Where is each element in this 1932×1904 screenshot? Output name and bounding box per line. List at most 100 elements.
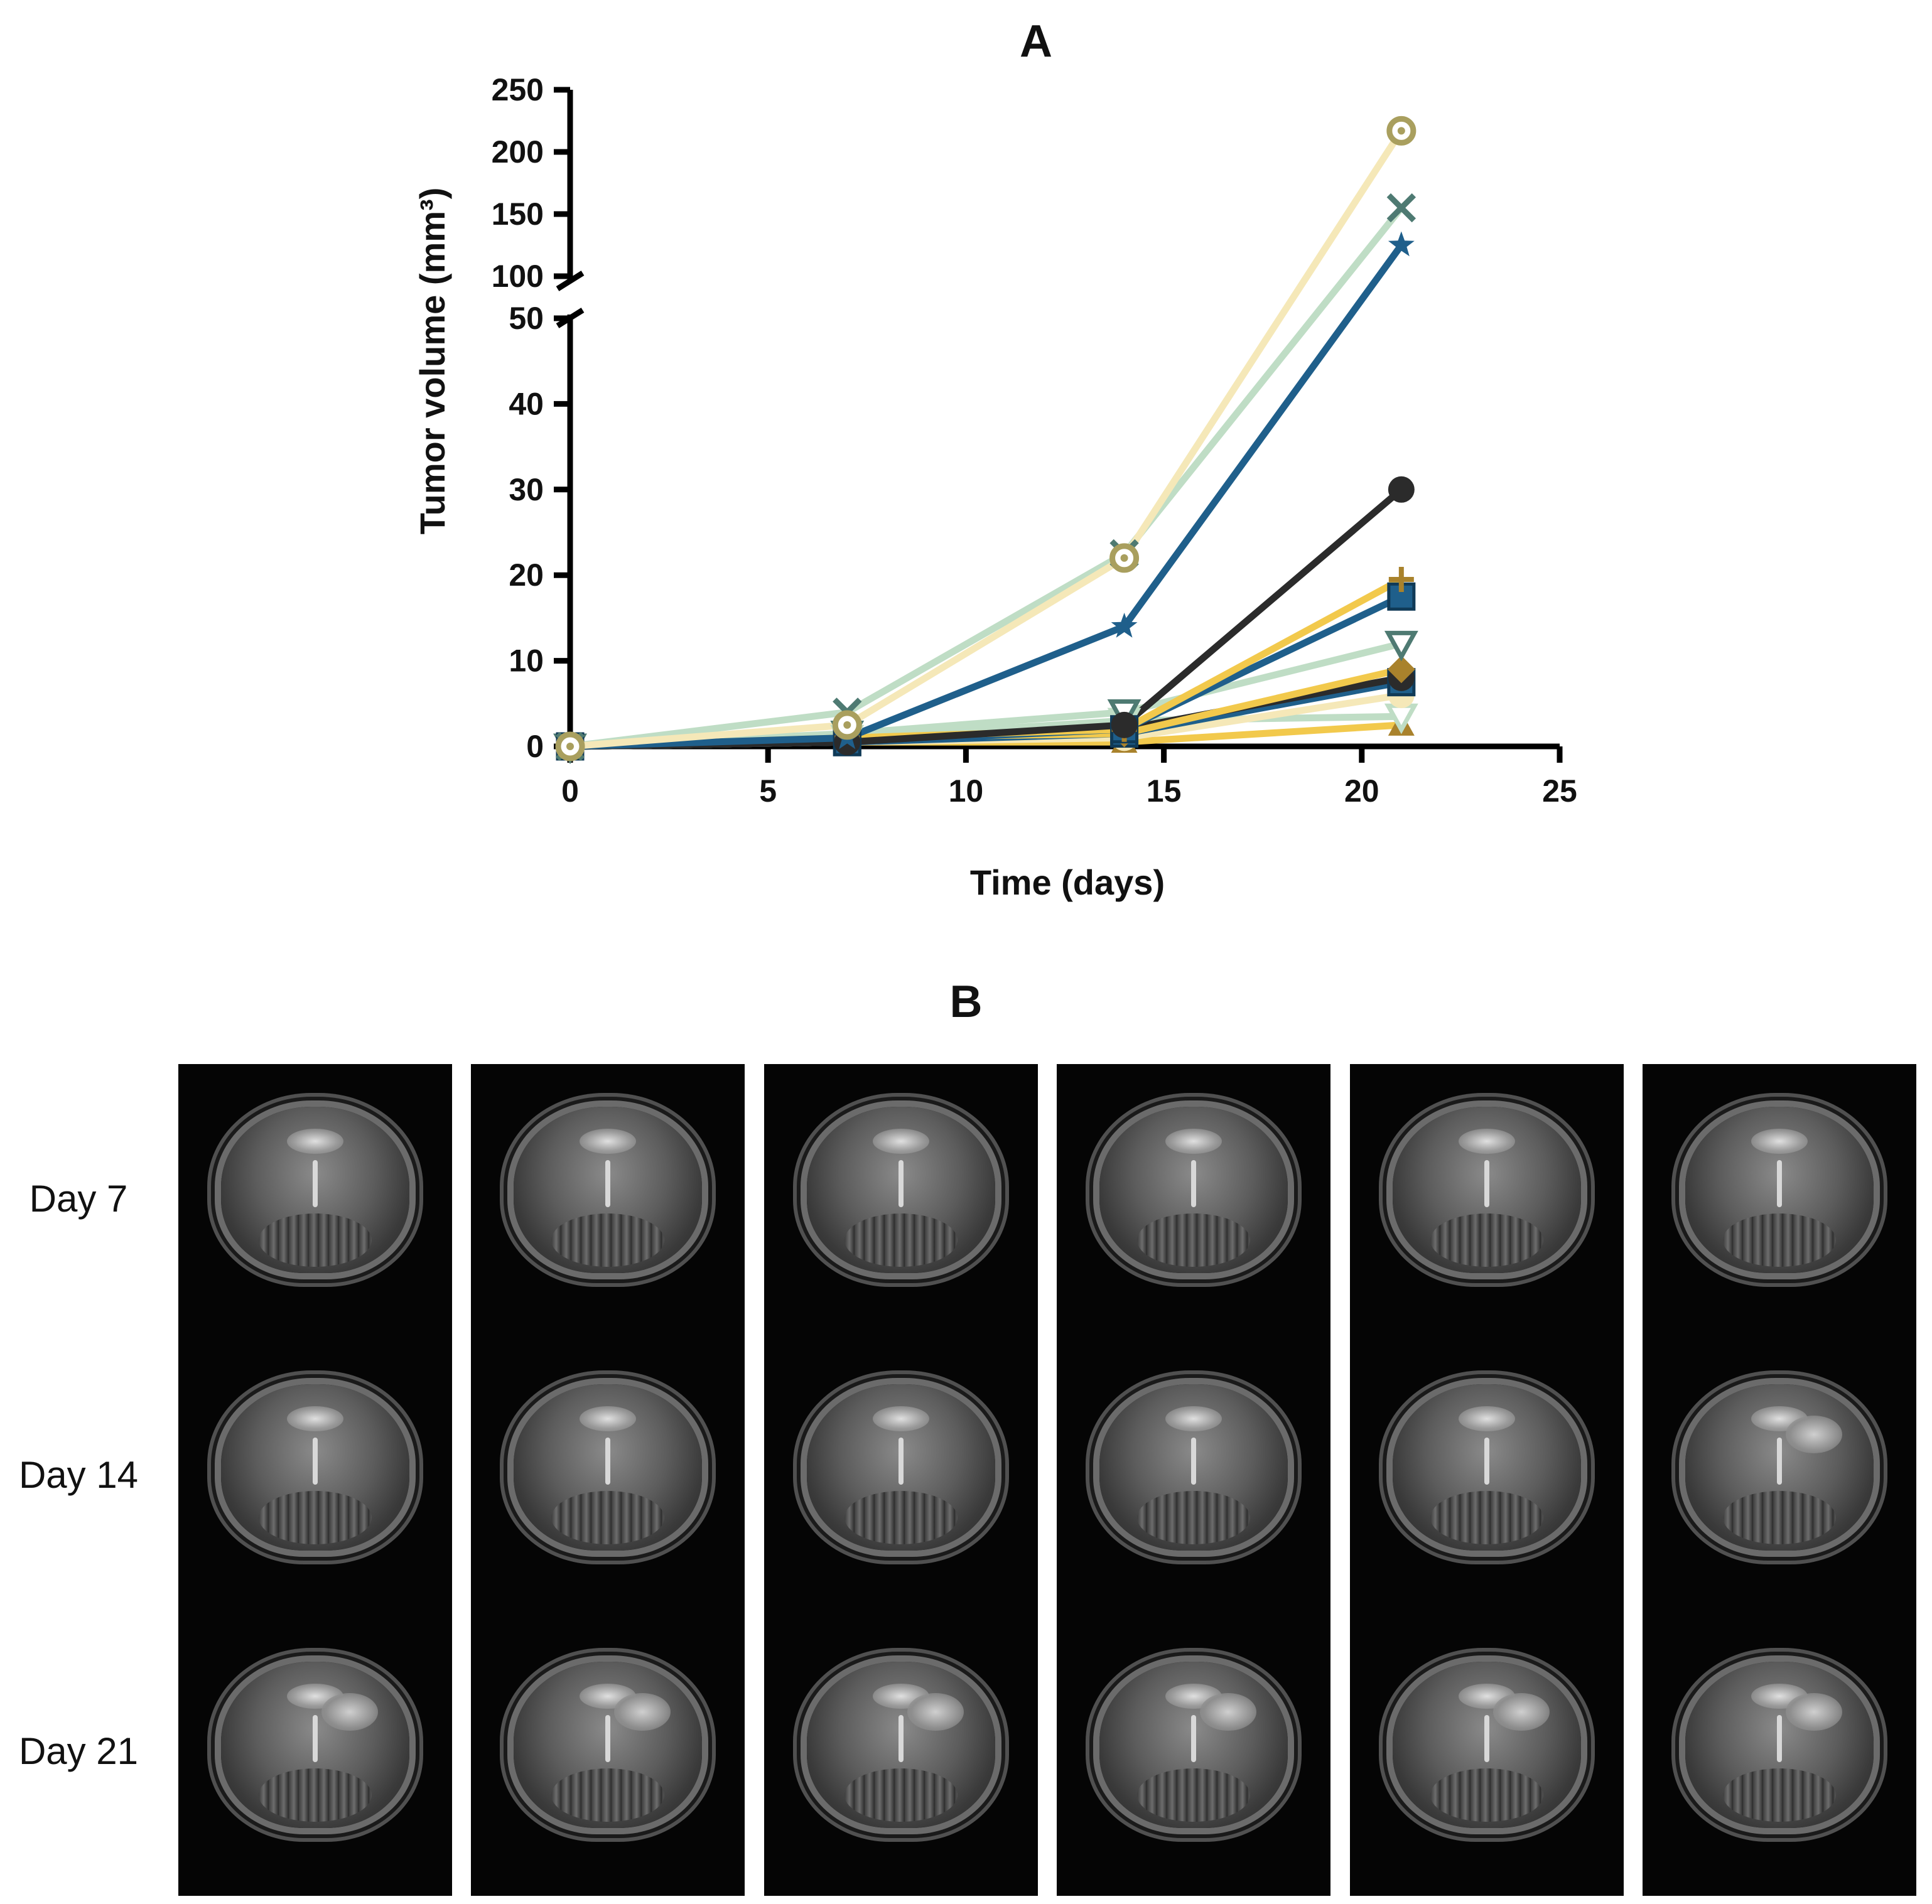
brain-lower-structures: [1723, 1768, 1836, 1822]
mri-scan-image: [471, 1064, 745, 1341]
brain-scan-section: [1685, 1662, 1874, 1828]
mri-scan-image: [1643, 1342, 1916, 1618]
marker-mouse-5-day-21: [1388, 567, 1414, 593]
y-tick-label-10: 10: [509, 643, 544, 679]
x-tick-label-20: 20: [1344, 773, 1379, 809]
marker-mouse-1-day-21: [1386, 116, 1417, 146]
mri-scan-image: [178, 1619, 452, 1896]
brain-scan-section: [1099, 1384, 1288, 1551]
x-tick-label-5: 5: [759, 773, 777, 809]
brain-scan-section: [221, 1662, 409, 1828]
mri-scan-image: [1643, 1064, 1916, 1341]
brain-scan-section: [1393, 1384, 1581, 1551]
mri-column-5: [1350, 1064, 1624, 1896]
brain-scan-section: [807, 1107, 995, 1273]
y-tick-label-150: 150: [492, 196, 544, 232]
brain-scan-section: [1393, 1662, 1581, 1828]
brain-scan-section: [1685, 1384, 1874, 1551]
y-tick-label-0: 0: [526, 729, 544, 764]
mri-scan-image: [1350, 1342, 1624, 1618]
mri-scan-image: [764, 1619, 1038, 1896]
mri-column-6: [1643, 1064, 1916, 1896]
mri-scan-image: [178, 1064, 452, 1341]
x-tick-label-0: 0: [561, 773, 579, 809]
tumor-region: [321, 1693, 378, 1731]
y-tick-label-100: 100: [492, 259, 544, 294]
brain-lower-structures: [1430, 1491, 1543, 1544]
marker-mouse-8-day-21: [1387, 655, 1415, 684]
mri-scan-image: [1057, 1619, 1330, 1896]
marker-mouse-1-day-14: [1109, 543, 1140, 573]
mri-column-3: [764, 1064, 1038, 1896]
mri-scan-image: [471, 1619, 745, 1896]
mri-scan-image: [1643, 1619, 1916, 1896]
y-tick-label-50: 50: [509, 301, 544, 336]
y-tick-label-30: 30: [509, 472, 544, 507]
series-markers: [553, 116, 1418, 765]
brain-lower-structures: [551, 1768, 664, 1822]
mri-scan-image: [471, 1342, 745, 1618]
brain-scan-section: [221, 1107, 409, 1273]
panel-b-label: B: [949, 977, 983, 1027]
brain-lower-structures: [259, 1213, 372, 1267]
mri-scan-image: [1057, 1064, 1330, 1341]
row-label-day-21: Day 21: [18, 1730, 139, 1772]
marker-mouse-2-day-21: [1386, 193, 1417, 223]
brain-scan-section: [1099, 1107, 1288, 1273]
brain-scan-section: [514, 1662, 702, 1828]
mri-column-1: [178, 1064, 452, 1896]
brain-lower-structures: [1430, 1768, 1543, 1822]
marker-mouse-3-day-21: [1388, 231, 1415, 257]
brain-lower-structures: [1723, 1491, 1836, 1544]
brain-lower-structures: [551, 1491, 664, 1544]
brain-lower-structures: [259, 1491, 372, 1544]
row-label-day-14: Day 14: [18, 1454, 139, 1496]
brain-scan-section: [1393, 1107, 1581, 1273]
x-tick-label-10: 10: [949, 773, 984, 809]
brain-scan-section: [221, 1384, 409, 1551]
y-tick-label-200: 200: [492, 134, 544, 169]
marker-mouse-1-day-0: [555, 731, 585, 761]
mri-column-2: [471, 1064, 745, 1896]
brain-lower-structures: [1430, 1213, 1543, 1267]
brain-scan-section: [807, 1384, 995, 1551]
brain-lower-structures: [1137, 1213, 1250, 1267]
mri-scan-image: [1350, 1064, 1624, 1341]
series-lines: [566, 127, 1405, 750]
brain-lower-structures: [1723, 1213, 1836, 1267]
brain-scan-section: [1099, 1662, 1288, 1828]
mri-scan-image: [1350, 1619, 1624, 1896]
y-axis-title: Tumor volume (mm³): [413, 188, 452, 535]
mri-scan-image: [178, 1342, 452, 1618]
x-tick-label-15: 15: [1147, 773, 1182, 809]
row-label-day-7: Day 7: [29, 1178, 128, 1220]
tumor-region: [1786, 1416, 1842, 1453]
brain-scan-section: [514, 1384, 702, 1551]
tumor-region: [614, 1693, 671, 1731]
brain-scan-section: [807, 1662, 995, 1828]
y-tick-label-20: 20: [509, 557, 544, 593]
brain-lower-structures: [1137, 1491, 1250, 1544]
marker-mouse-3-day-14: [1111, 613, 1138, 638]
brain-lower-structures: [1137, 1768, 1250, 1822]
brain-scan-section: [514, 1107, 702, 1273]
tumor-region: [1200, 1693, 1256, 1731]
y-tick-label-250: 250: [492, 72, 544, 107]
tumor-region: [1786, 1693, 1842, 1731]
brain-lower-structures: [259, 1768, 372, 1822]
mri-scan-image: [1057, 1342, 1330, 1618]
y-tick-label-40: 40: [509, 386, 544, 421]
mri-scan-image: [764, 1342, 1038, 1618]
series-line-mouse-1: [566, 127, 1405, 750]
axis-break-mark: [556, 271, 585, 291]
marker-mouse-4-day-14: [1111, 711, 1138, 738]
series-line-mouse-2: [566, 204, 1405, 750]
marker-mouse-1-day-7: [832, 710, 862, 740]
panel-a-label: A: [1020, 16, 1052, 67]
brain-lower-structures: [551, 1213, 664, 1267]
tumor-region: [1493, 1693, 1550, 1731]
marker-mouse-7-day-21: [1384, 630, 1418, 662]
series-line-mouse-3: [566, 242, 1405, 750]
